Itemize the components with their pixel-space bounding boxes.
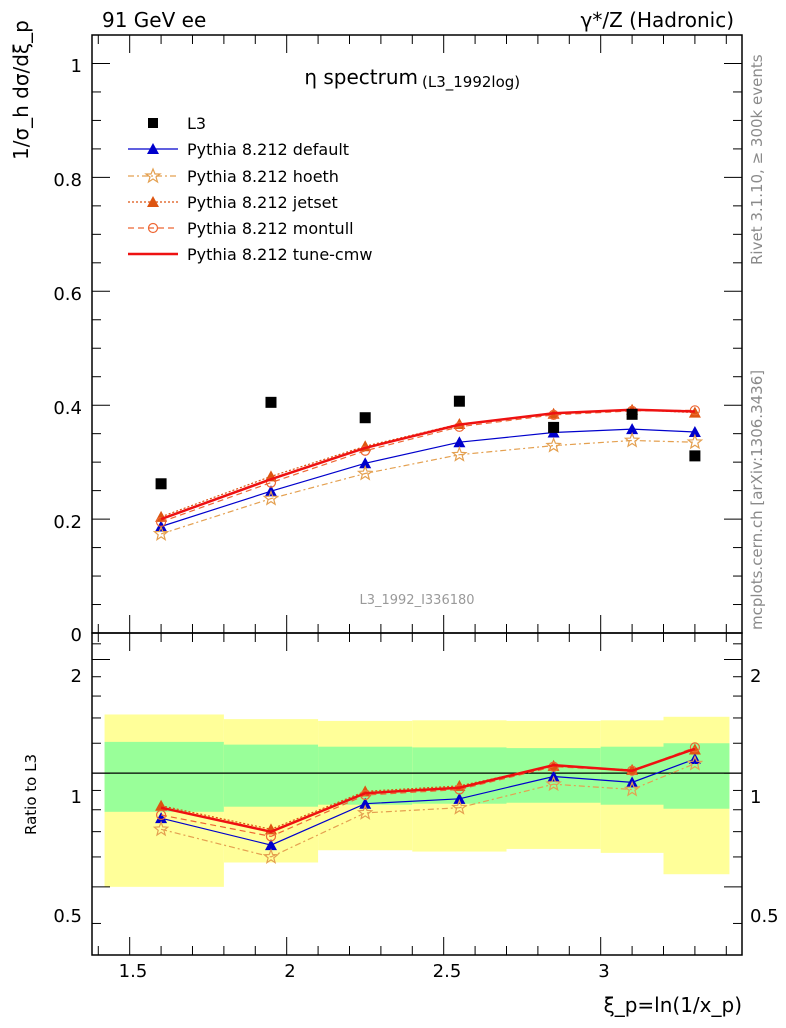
ratio-series-marker-0-2 — [359, 797, 372, 809]
rivet-label: Rivet 3.1.10, ≥ 300k events — [748, 54, 766, 265]
ratio-band-green-1 — [223, 744, 319, 807]
legend-marker-montull — [147, 222, 159, 234]
main-ytick-label-0: 0 — [71, 625, 82, 646]
main-series-marker-0-5 — [626, 423, 639, 435]
main-series-marker-3-2 — [360, 445, 371, 456]
main-series-line-3 — [160, 409, 695, 523]
main-series-marker-0-6 — [688, 425, 701, 437]
ratio-series-marker-1-6 — [686, 754, 704, 771]
ratio-ytick-label-0.5-left: 0.5 — [53, 906, 82, 927]
xtick-label-3: 3 — [598, 961, 609, 982]
xtick-label-2.5: 2.5 — [433, 961, 462, 982]
ratio-series-line-4 — [160, 747, 696, 834]
main-series-marker-1-3 — [451, 446, 468, 462]
data-point-l3-0 — [155, 478, 167, 490]
ratio-series-marker-3-6 — [689, 742, 700, 753]
data-point-l3-6 — [689, 450, 701, 462]
ratio-series-marker-3-0 — [155, 809, 167, 821]
data-point-l3-2 — [359, 412, 371, 424]
main-ytick-label-1: 1 — [71, 56, 82, 77]
main-series-marker-1-2 — [356, 464, 374, 481]
legend-label-default: Pythia 8.212 default — [187, 140, 349, 159]
legend-label-montull: Pythia 8.212 montull — [187, 219, 354, 238]
main-series-marker-1-6 — [686, 433, 704, 450]
main-series-marker-1-0 — [152, 525, 170, 541]
ratio-series-marker-1-3 — [451, 799, 468, 815]
legend-marker-l3 — [148, 118, 158, 128]
data-point-l3-1 — [265, 396, 277, 408]
legend-label-jetset: Pythia 8.212 jetset — [187, 193, 338, 212]
ratio-ytick-label-2-right: 2 — [750, 666, 761, 687]
ratio-series-marker-1-4 — [545, 775, 562, 792]
ratio-series-marker-1-5 — [623, 780, 641, 797]
legend-label-l3: L3 — [187, 114, 206, 133]
legend-label-tune-cmw: Pythia 8.212 tune-cmw — [187, 245, 372, 264]
main-series-line-1 — [160, 439, 695, 535]
main-series — [152, 395, 704, 541]
header-right: γ*/Z (Hadronic) — [581, 8, 734, 32]
analysis-watermark: L3_1992_I336180 — [359, 593, 474, 608]
axis-ticks — [92, 35, 742, 955]
ratio-series-marker-1-2 — [356, 804, 374, 820]
main-ytick-label-0.4: 0.4 — [53, 398, 82, 419]
main-ytick-label-0.8: 0.8 — [53, 170, 82, 191]
chart-subtitle: (L3_1992log) — [422, 73, 520, 92]
main-series-marker-0-3 — [453, 436, 466, 448]
chart-title: η spectrum — [304, 65, 418, 89]
legend-marker-jetset — [147, 196, 159, 207]
main-series-marker-1-5 — [623, 431, 641, 448]
mcplots-label: mcplots.cern.ch [arXiv:1306.3436] — [748, 370, 766, 630]
main-series-line-0 — [160, 428, 695, 528]
data-point-l3-4 — [548, 421, 560, 433]
legend-marker-hoeth — [144, 167, 162, 184]
legend-marker-default — [147, 143, 159, 154]
main-ylabel: 1/σ_h dσ/dξ_p — [9, 20, 33, 160]
ratio-ytick-label-1-right: 1 — [750, 787, 761, 808]
main-series-marker-1-4 — [545, 436, 562, 453]
header-left: 91 GeV ee — [102, 8, 206, 32]
ratio-series-marker-0-1 — [264, 839, 277, 851]
ratio-frame — [91, 632, 743, 956]
ratio-ytick-label-2-left: 2 — [71, 666, 82, 687]
ratio-series — [152, 742, 704, 864]
data-point-l3-5 — [626, 408, 638, 420]
ratio-band-green-0 — [104, 741, 224, 812]
main-series-marker-1-1 — [262, 489, 280, 506]
ratio-series-marker-1-0 — [152, 820, 170, 837]
legend: L3 Pythia 8.212 default Pythia 8.212 hoe… — [128, 114, 372, 264]
ratio-ytick-label-1-left: 1 — [71, 787, 82, 808]
xtick-label-1.5: 1.5 — [119, 961, 148, 982]
ratio-ylabel: Ratio to L3 — [22, 754, 40, 835]
ratio-series-marker-0-3 — [453, 792, 466, 804]
ratio-ytick-label-0.5-right: 0.5 — [750, 906, 779, 927]
ratio-series-marker-0-0 — [155, 812, 168, 824]
xtick-label-2: 2 — [284, 961, 295, 982]
data-point-l3-3 — [453, 395, 465, 407]
main-series-marker-2-6 — [688, 406, 701, 418]
ratio-series-marker-1-1 — [262, 848, 280, 864]
legend-label-hoeth: Pythia 8.212 hoeth — [187, 167, 339, 186]
x-axis-label: ξ_p=ln(1/x_p) — [604, 993, 742, 1017]
main-ytick-label-0.2: 0.2 — [53, 512, 82, 533]
main-series-marker-3-0 — [155, 516, 167, 528]
ratio-series-line-1 — [160, 763, 696, 858]
main-ytick-label-0.6: 0.6 — [53, 284, 82, 305]
main-series-marker-0-2 — [359, 457, 372, 469]
ratio-series-marker-3-3 — [454, 784, 465, 795]
main-series-line-4 — [160, 408, 695, 521]
